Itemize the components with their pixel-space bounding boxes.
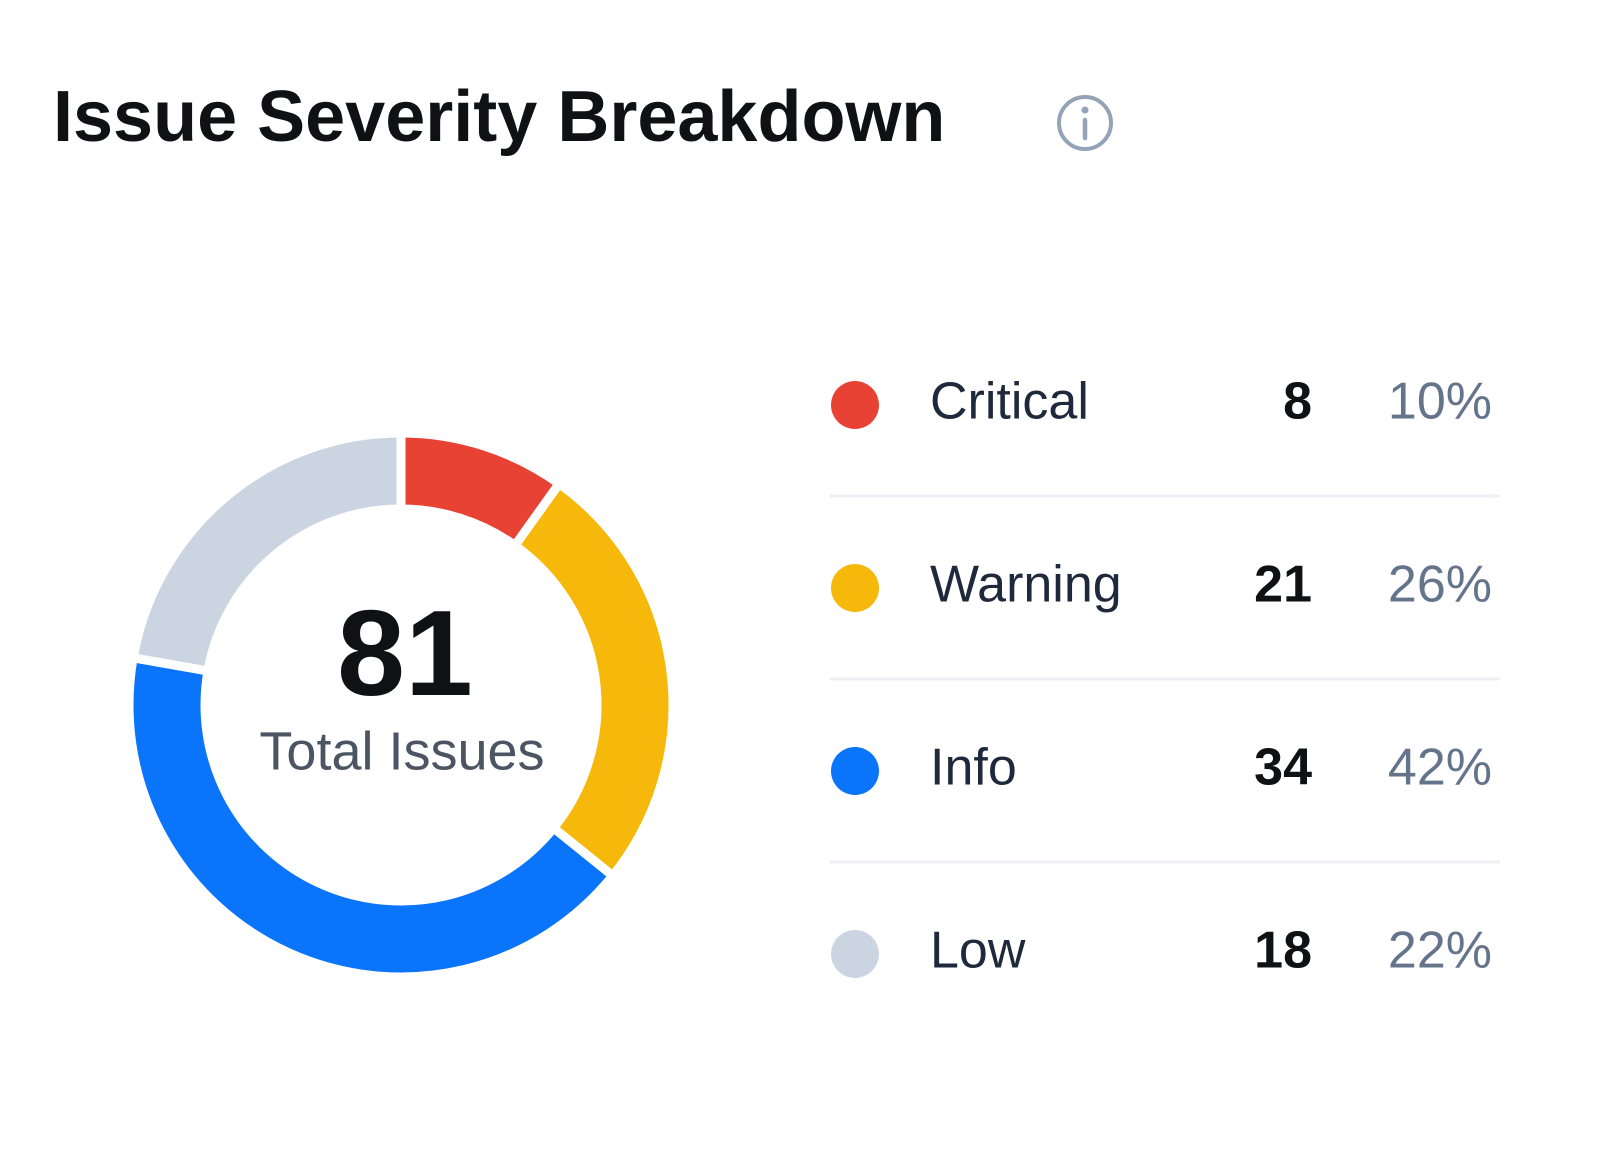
donut-segment [508, 477, 678, 883]
legend-count: 8 [1283, 373, 1312, 431]
info-icon[interactable] [1057, 95, 1113, 151]
legend-percent: 42% [1388, 739, 1492, 797]
legend-dot [831, 381, 879, 429]
donut [124, 428, 678, 982]
legend-label: Low [930, 922, 1026, 980]
donut-segment [124, 652, 620, 982]
chart-title: Issue Severity Breakdown [53, 77, 945, 157]
legend-count: 21 [1254, 556, 1312, 614]
legend-dot [831, 747, 879, 795]
legend-label: Critical [930, 373, 1089, 431]
total-label: Total Issues [259, 721, 544, 781]
legend-percent: 26% [1388, 556, 1492, 614]
legend-label: Info [930, 739, 1017, 797]
legend-count: 34 [1254, 739, 1312, 797]
legend-dot [831, 564, 879, 612]
legend: Critical 8 10% Warning 21 26% Info 34 42% Low 18 22… [830, 373, 1500, 980]
legend-label: Warning [930, 556, 1122, 614]
donut-segment [127, 428, 406, 677]
legend-percent: 22% [1388, 922, 1492, 980]
legend-dot [831, 930, 879, 978]
legend-percent: 10% [1388, 373, 1492, 431]
legend-count: 18 [1254, 922, 1312, 980]
total-value: 81 [337, 585, 473, 721]
